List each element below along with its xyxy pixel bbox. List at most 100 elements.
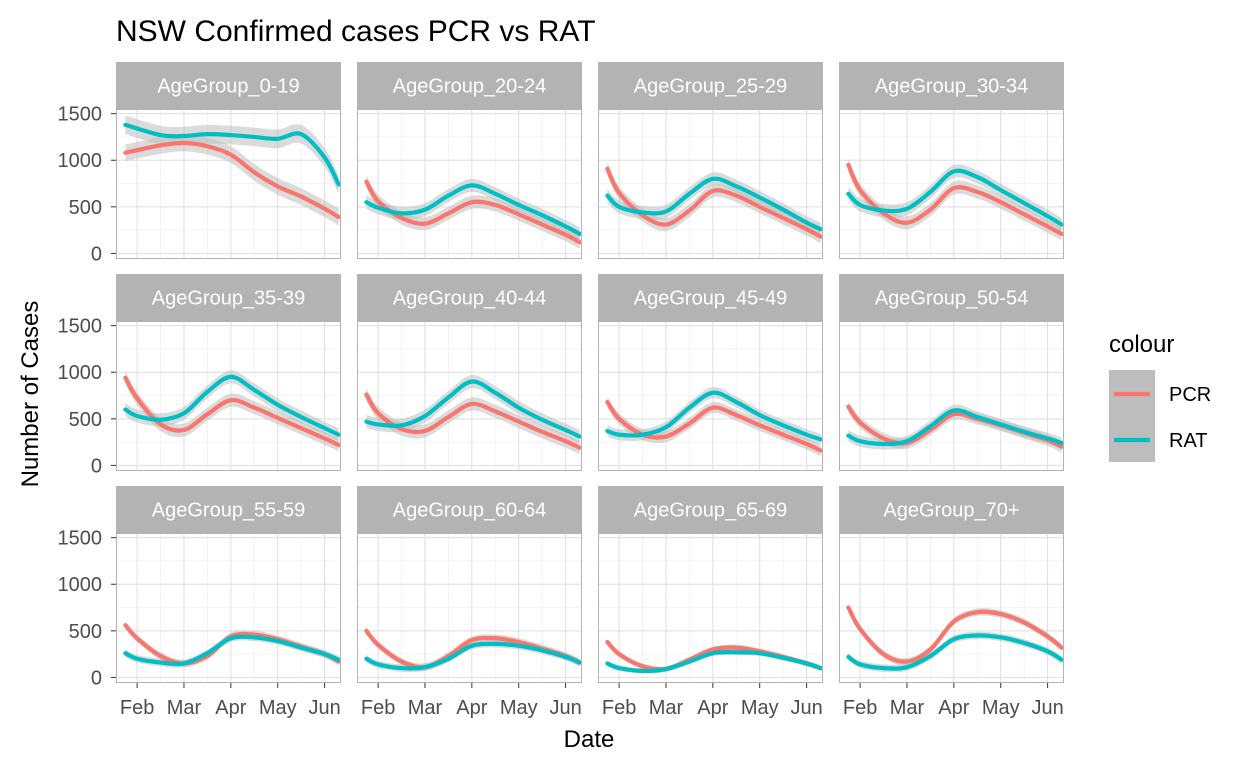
- x-tick-label: Mar: [167, 697, 202, 719]
- facet-strip: [357, 274, 582, 321]
- panel-data: [123, 621, 341, 668]
- facet-strip-label: AgeGroup_55-59: [152, 500, 305, 522]
- facet-panel: AgeGroup_35-39: [116, 274, 341, 471]
- panel-border: [839, 321, 1064, 471]
- facet-strip: [116, 486, 341, 533]
- x-axis-tick-labels: Feb Mar Apr May Jun Feb Mar Apr May Jun Feb Mar Apr M…: [120, 683, 1064, 719]
- x-axis-title: Date: [564, 726, 615, 753]
- facet-strip: [598, 274, 823, 321]
- confidence-band-pcr: [125, 134, 339, 226]
- panel-data: [364, 175, 582, 249]
- series-line-rat: [123, 634, 341, 667]
- facet-strip-label: AgeGroup_25-29: [634, 76, 787, 98]
- y-tick-label: 1500: [58, 316, 103, 338]
- y-axis-title: Number of Cases: [17, 301, 44, 488]
- chart-title: NSW Confirmed cases PCR vs RAT: [116, 15, 596, 48]
- facet-panel: AgeGroup_50-54: [839, 274, 1064, 471]
- panel-data: [123, 370, 341, 452]
- grid-major: [357, 321, 582, 471]
- facet-panel: AgeGroup_25-29: [598, 62, 823, 259]
- y-axis-tick-labels: 0 500 1000 1500 0 500 1000 1500 0 500 1000 1500: [58, 104, 116, 689]
- confidence-band-pcr: [848, 603, 1062, 666]
- facet-panel: AgeGroup_30-34: [839, 62, 1064, 259]
- panel-data: [364, 627, 582, 673]
- panel-data: [846, 401, 1064, 453]
- facet-strip: [357, 486, 582, 533]
- x-tick-label: Feb: [361, 697, 395, 719]
- facet-strip-label: AgeGroup_65-69: [634, 500, 787, 522]
- series-line-rat: [846, 633, 1064, 671]
- facet-strip-label: AgeGroup_60-64: [393, 500, 546, 522]
- facet-strip-label: AgeGroup_20-24: [393, 76, 546, 98]
- x-tick-label: Apr: [938, 697, 969, 719]
- facet-panel: AgeGroup_65-69: [598, 486, 823, 683]
- y-tick-label: 1500: [58, 104, 103, 126]
- y-tick-label: 0: [91, 455, 102, 477]
- facet-strip-label: AgeGroup_70+: [883, 500, 1019, 522]
- x-tick-label: Jun: [1031, 697, 1063, 719]
- grid-major: [357, 533, 582, 683]
- x-tick-label: Feb: [120, 697, 154, 719]
- legend: colour PCR RAT: [1109, 331, 1211, 462]
- x-tick-label: Mar: [408, 697, 443, 719]
- grid-major: [598, 533, 823, 683]
- facet-strip: [116, 62, 341, 109]
- x-tick-label: Feb: [602, 697, 636, 719]
- series-line-rat: [364, 641, 582, 671]
- facet-strip: [357, 62, 582, 109]
- panel-border: [357, 533, 582, 683]
- x-tick-label: Apr: [697, 697, 728, 719]
- panel-border: [357, 321, 582, 471]
- series-line-rat: [605, 390, 823, 442]
- series-line-rat: [123, 122, 341, 187]
- panel-data: [364, 374, 582, 455]
- facet-strip: [116, 274, 341, 321]
- facet-strip: [598, 486, 823, 533]
- y-tick-label: 500: [69, 197, 102, 219]
- grid-minor: [357, 321, 582, 471]
- x-tick-label: May: [500, 697, 538, 719]
- legend-label: PCR: [1169, 384, 1211, 406]
- legend-item-rat: RAT: [1114, 430, 1208, 452]
- panel-data: [123, 115, 341, 226]
- legend-title: colour: [1109, 331, 1174, 358]
- panel-border: [116, 109, 341, 259]
- panel-border: [839, 109, 1064, 259]
- x-tick-label: May: [741, 697, 779, 719]
- confidence-band-rat: [607, 172, 821, 236]
- y-tick-label: 1000: [58, 362, 103, 384]
- series-line-rat: [846, 408, 1064, 447]
- confidence-band-rat: [848, 631, 1062, 673]
- grid-major: [839, 533, 1064, 683]
- y-tick-label: 1000: [58, 150, 103, 172]
- facet-strip-label: AgeGroup_30-34: [875, 76, 1028, 98]
- y-tick-label: 0: [91, 667, 102, 689]
- grid-minor: [357, 109, 582, 259]
- facet-strip-label: AgeGroup_40-44: [393, 288, 546, 310]
- facet-panel: AgeGroup_20-24: [357, 62, 582, 259]
- series-line-rat: [846, 168, 1064, 227]
- y-tick-label: 500: [69, 409, 102, 431]
- series-line-pcr: [123, 140, 341, 220]
- legend-key-background: [1109, 370, 1155, 462]
- facet-strip: [839, 62, 1064, 109]
- confidence-band-pcr: [848, 158, 1062, 241]
- y-tick-label: 1500: [58, 528, 103, 550]
- series-line-pcr: [846, 605, 1064, 664]
- legend-item-pcr: PCR: [1114, 384, 1211, 406]
- grid-minor: [598, 321, 823, 471]
- facet-panel: AgeGroup_45-49: [598, 274, 823, 471]
- series-line-pcr: [605, 399, 823, 453]
- panel-data: [846, 158, 1064, 241]
- facet-panel: AgeGroup_55-59: [116, 486, 341, 683]
- confidence-band-pcr: [366, 388, 580, 455]
- legend-label: RAT: [1169, 430, 1208, 452]
- facet-strip: [598, 62, 823, 109]
- facet-strip-label: AgeGroup_0-19: [157, 76, 299, 98]
- x-tick-label: Mar: [890, 697, 925, 719]
- series-line-rat: [364, 183, 582, 236]
- legend-items: PCR RAT: [1114, 384, 1211, 452]
- x-tick-label: Mar: [649, 697, 684, 719]
- series-line-rat: [605, 176, 823, 232]
